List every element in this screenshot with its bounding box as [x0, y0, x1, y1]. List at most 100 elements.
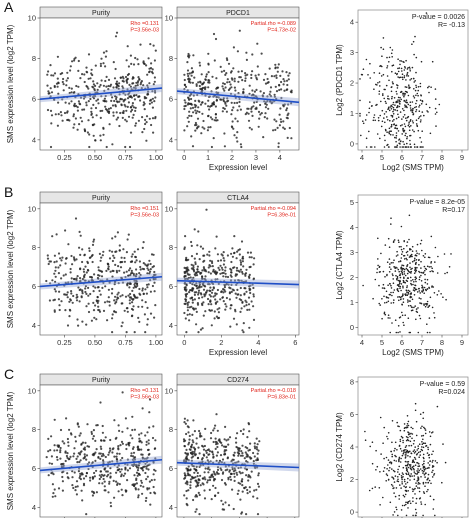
data-point: [190, 135, 193, 138]
y-tick-label: 8: [32, 425, 36, 434]
data-point: [208, 108, 211, 111]
data-point: [107, 84, 110, 88]
data-point: [50, 455, 54, 458]
data-point: [378, 81, 381, 83]
data-point: [67, 444, 70, 447]
data-point: [138, 272, 141, 275]
data-point: [191, 477, 194, 480]
data-point: [186, 303, 189, 306]
data-point: [109, 476, 112, 479]
data-point: [418, 276, 421, 278]
data-point: [196, 475, 199, 478]
data-point: [279, 74, 282, 77]
data-point: [252, 460, 255, 463]
data-point: [419, 292, 422, 294]
data-point: [198, 465, 201, 468]
data-point: [97, 266, 100, 269]
x-axis-label: Expression level: [209, 348, 267, 357]
data-point: [248, 126, 251, 129]
data-point: [55, 456, 59, 459]
data-point: [131, 463, 134, 467]
data-point: [247, 423, 251, 426]
data-point: [213, 317, 216, 320]
data-point: [389, 133, 392, 136]
data-point: [103, 97, 106, 100]
data-point: [202, 483, 205, 486]
data-point: [222, 291, 225, 294]
data-point: [412, 95, 415, 97]
data-point: [50, 114, 54, 117]
data-point: [403, 273, 406, 275]
data-point: [201, 296, 204, 299]
data-point: [148, 259, 151, 262]
data-point: [253, 442, 256, 445]
data-point: [154, 457, 157, 460]
data-point: [105, 269, 108, 272]
data-point: [52, 492, 55, 495]
data-point: [207, 105, 210, 108]
data-point: [256, 513, 260, 516]
data-point: [65, 417, 68, 420]
data-point: [88, 461, 91, 464]
data-point: [151, 72, 154, 75]
data-point: [407, 472, 410, 474]
data-point: [419, 497, 422, 499]
data-point: [290, 102, 293, 105]
data-point: [359, 78, 361, 80]
data-point: [190, 267, 193, 270]
data-point: [402, 441, 404, 444]
data-point: [399, 63, 401, 66]
data-point: [127, 442, 130, 445]
data-point: [434, 107, 437, 110]
data-point: [410, 452, 413, 455]
y-tick-label: 4: [169, 503, 173, 512]
data-point: [215, 99, 218, 102]
data-point: [380, 75, 383, 77]
data-point: [259, 90, 262, 93]
data-point: [79, 267, 82, 270]
data-point: [236, 473, 239, 476]
data-point: [87, 286, 90, 289]
x-tick-label: 6: [400, 153, 404, 162]
data-point: [397, 331, 399, 334]
data-point: [417, 129, 420, 132]
data-point: [59, 449, 62, 452]
data-point: [388, 61, 390, 63]
data-point: [373, 72, 376, 74]
data-point: [88, 133, 91, 136]
data-point: [272, 129, 275, 132]
data-point: [146, 318, 149, 321]
data-point: [392, 106, 395, 109]
data-point: [207, 126, 210, 129]
data-point: [428, 456, 431, 459]
data-point: [413, 461, 416, 464]
data-point: [115, 111, 118, 114]
data-point: [405, 472, 407, 475]
data-point: [85, 513, 88, 516]
data-point: [201, 460, 204, 463]
data-point: [237, 249, 240, 252]
data-point: [200, 435, 203, 438]
data-point: [219, 259, 223, 262]
y-tick-label: 6: [32, 95, 36, 104]
data-point: [389, 130, 391, 132]
data-point: [231, 247, 234, 250]
data-point: [80, 295, 83, 298]
data-point: [391, 81, 394, 83]
data-point: [269, 86, 273, 89]
data-point: [386, 56, 388, 59]
data-point: [387, 300, 390, 303]
data-point: [51, 483, 55, 486]
data-point: [185, 283, 188, 286]
data-point: [252, 305, 255, 308]
data-point: [154, 447, 157, 450]
data-point: [374, 119, 377, 122]
data-point: [193, 228, 196, 231]
data-point: [399, 60, 401, 62]
data-point: [186, 306, 189, 309]
data-point: [386, 474, 389, 477]
data-point: [115, 269, 118, 272]
data-point: [150, 62, 153, 65]
data-point: [135, 482, 138, 485]
